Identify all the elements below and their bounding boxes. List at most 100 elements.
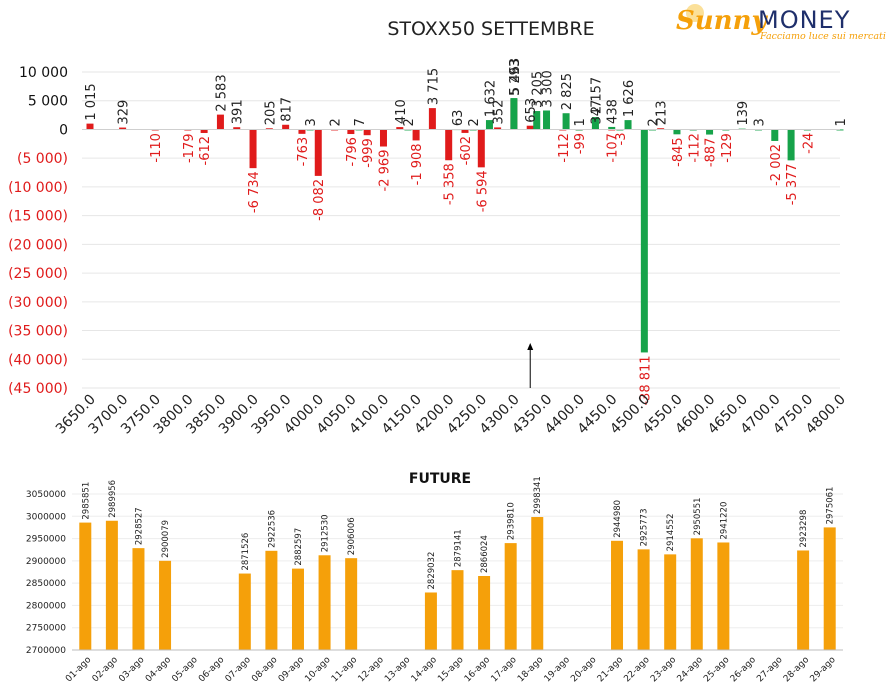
top-data-label: 3 300 bbox=[541, 70, 556, 107]
bottom-x-tick-label: 21-ago bbox=[596, 655, 626, 685]
put-bar bbox=[485, 120, 493, 130]
top-y-tick-label: (30 000) bbox=[8, 295, 68, 311]
future-bar bbox=[79, 522, 92, 650]
put-bar bbox=[624, 120, 632, 130]
future-data-label: 2866024 bbox=[480, 535, 490, 573]
top-data-label: -612 bbox=[198, 136, 213, 166]
chart-title-stoxx50: STOXX50 SETTEMBRE bbox=[387, 18, 594, 40]
future-bar bbox=[531, 517, 544, 650]
future-bar bbox=[451, 570, 464, 650]
top-data-label: 817 bbox=[280, 97, 295, 122]
bottom-x-tick-label: 15-ago bbox=[436, 655, 466, 685]
top-data-label: -3 bbox=[614, 132, 629, 145]
bottom-x-tick-label: 13-ago bbox=[383, 655, 413, 685]
logo-brand-money: MONEY bbox=[758, 6, 851, 34]
top-y-tick-label: (40 000) bbox=[8, 352, 68, 368]
bottom-x-tick-label: 27-ago bbox=[755, 655, 785, 685]
put-bar bbox=[673, 129, 681, 135]
bottom-x-tick-label: 02-ago bbox=[91, 655, 121, 685]
top-data-label: 1 015 bbox=[84, 83, 99, 120]
top-y-tick-label: (5 000) bbox=[17, 151, 68, 167]
future-bar bbox=[823, 527, 836, 650]
call-bar bbox=[282, 124, 290, 130]
future-data-label: 2829032 bbox=[427, 552, 437, 590]
top-y-tick-label: (25 000) bbox=[8, 266, 68, 282]
put-bar bbox=[771, 129, 779, 141]
future-bar bbox=[690, 538, 703, 650]
bottom-y-tick-label: 3050000 bbox=[26, 490, 66, 500]
call-bar bbox=[396, 127, 404, 130]
future-data-label: 2941220 bbox=[719, 502, 729, 540]
bottom-x-tick-label: 04-ago bbox=[144, 655, 174, 685]
call-bar bbox=[363, 129, 371, 136]
top-data-label: -112 bbox=[687, 133, 702, 163]
call-bar bbox=[216, 114, 224, 130]
bottom-x-tick-label: 17-ago bbox=[489, 655, 519, 685]
bottom-x-tick-label: 03-ago bbox=[117, 655, 147, 685]
call-bar bbox=[477, 129, 485, 168]
put-bar bbox=[543, 110, 551, 130]
sun-icon bbox=[686, 4, 704, 22]
future-bar bbox=[637, 549, 650, 650]
future-data-label: 2900079 bbox=[161, 520, 171, 558]
future-bar bbox=[345, 558, 358, 650]
top-data-label: 2 825 bbox=[560, 73, 575, 110]
call-bar bbox=[200, 129, 208, 133]
bottom-x-tick-label: 08-ago bbox=[250, 655, 280, 685]
top-data-label: -2 002 bbox=[769, 144, 784, 186]
top-data-label: -763 bbox=[296, 137, 311, 167]
bottom-x-tick-label: 05-ago bbox=[170, 655, 200, 685]
bottom-y-tick-label: 2950000 bbox=[26, 535, 66, 545]
top-data-label: 329 bbox=[117, 100, 132, 125]
bottom-x-tick-label: 12-ago bbox=[357, 655, 387, 685]
future-bar bbox=[717, 542, 730, 650]
put-bar bbox=[640, 129, 648, 353]
future-data-label: 2989956 bbox=[108, 480, 118, 518]
bottom-x-tick-label: 11-ago bbox=[330, 655, 360, 685]
top-y-tick-label: 5 000 bbox=[28, 94, 68, 110]
future-bar bbox=[105, 520, 118, 650]
future-bar bbox=[291, 568, 304, 650]
top-data-label: 2 583 bbox=[214, 74, 229, 111]
top-data-label: -2 969 bbox=[377, 150, 392, 192]
top-data-label: 5 293 bbox=[508, 59, 523, 96]
chart-title-future: FUTURE bbox=[409, 471, 471, 487]
top-data-label: 3 bbox=[752, 118, 767, 126]
future-bar bbox=[424, 592, 437, 650]
future-bar bbox=[611, 540, 624, 650]
top-data-label: 1 632 bbox=[483, 80, 498, 117]
top-y-tick-label: 10 000 bbox=[19, 65, 68, 81]
call-bar bbox=[412, 129, 420, 141]
put-bar bbox=[533, 111, 541, 130]
call-bar bbox=[379, 129, 387, 147]
bottom-x-tick-label: 26-ago bbox=[729, 655, 759, 685]
call-bar bbox=[657, 128, 665, 130]
future-data-label: 2882597 bbox=[294, 528, 304, 566]
top-y-tick-label: (35 000) bbox=[8, 324, 68, 340]
future-data-label: 2871526 bbox=[241, 533, 251, 571]
top-y-tick-label: (15 000) bbox=[8, 209, 68, 225]
top-data-label: 1 bbox=[834, 118, 849, 126]
future-bar bbox=[238, 573, 251, 650]
bottom-x-tick-label: 06-ago bbox=[197, 655, 227, 685]
top-data-label: 1 bbox=[573, 118, 588, 126]
bottom-x-tick-label: 14-ago bbox=[410, 655, 440, 685]
future-data-label: 2939810 bbox=[507, 502, 517, 540]
call-bar bbox=[428, 108, 436, 130]
top-data-label: -38 811 bbox=[638, 355, 653, 405]
put-bar bbox=[608, 126, 616, 130]
future-data-label: 2925773 bbox=[640, 509, 650, 547]
future-bar bbox=[797, 550, 810, 650]
call-bar bbox=[265, 128, 273, 130]
call-bar bbox=[494, 127, 502, 130]
bottom-x-tick-label: 22-ago bbox=[622, 655, 652, 685]
top-data-label: 410 bbox=[394, 99, 409, 124]
top-data-label: 139 bbox=[736, 101, 751, 126]
top-data-label: -602 bbox=[459, 136, 474, 166]
put-bar bbox=[562, 113, 570, 130]
bottom-x-tick-label: 16-ago bbox=[463, 655, 493, 685]
top-data-label: 3 bbox=[304, 118, 319, 126]
bottom-y-tick-label: 2700000 bbox=[26, 646, 66, 656]
future-bar bbox=[159, 560, 172, 650]
